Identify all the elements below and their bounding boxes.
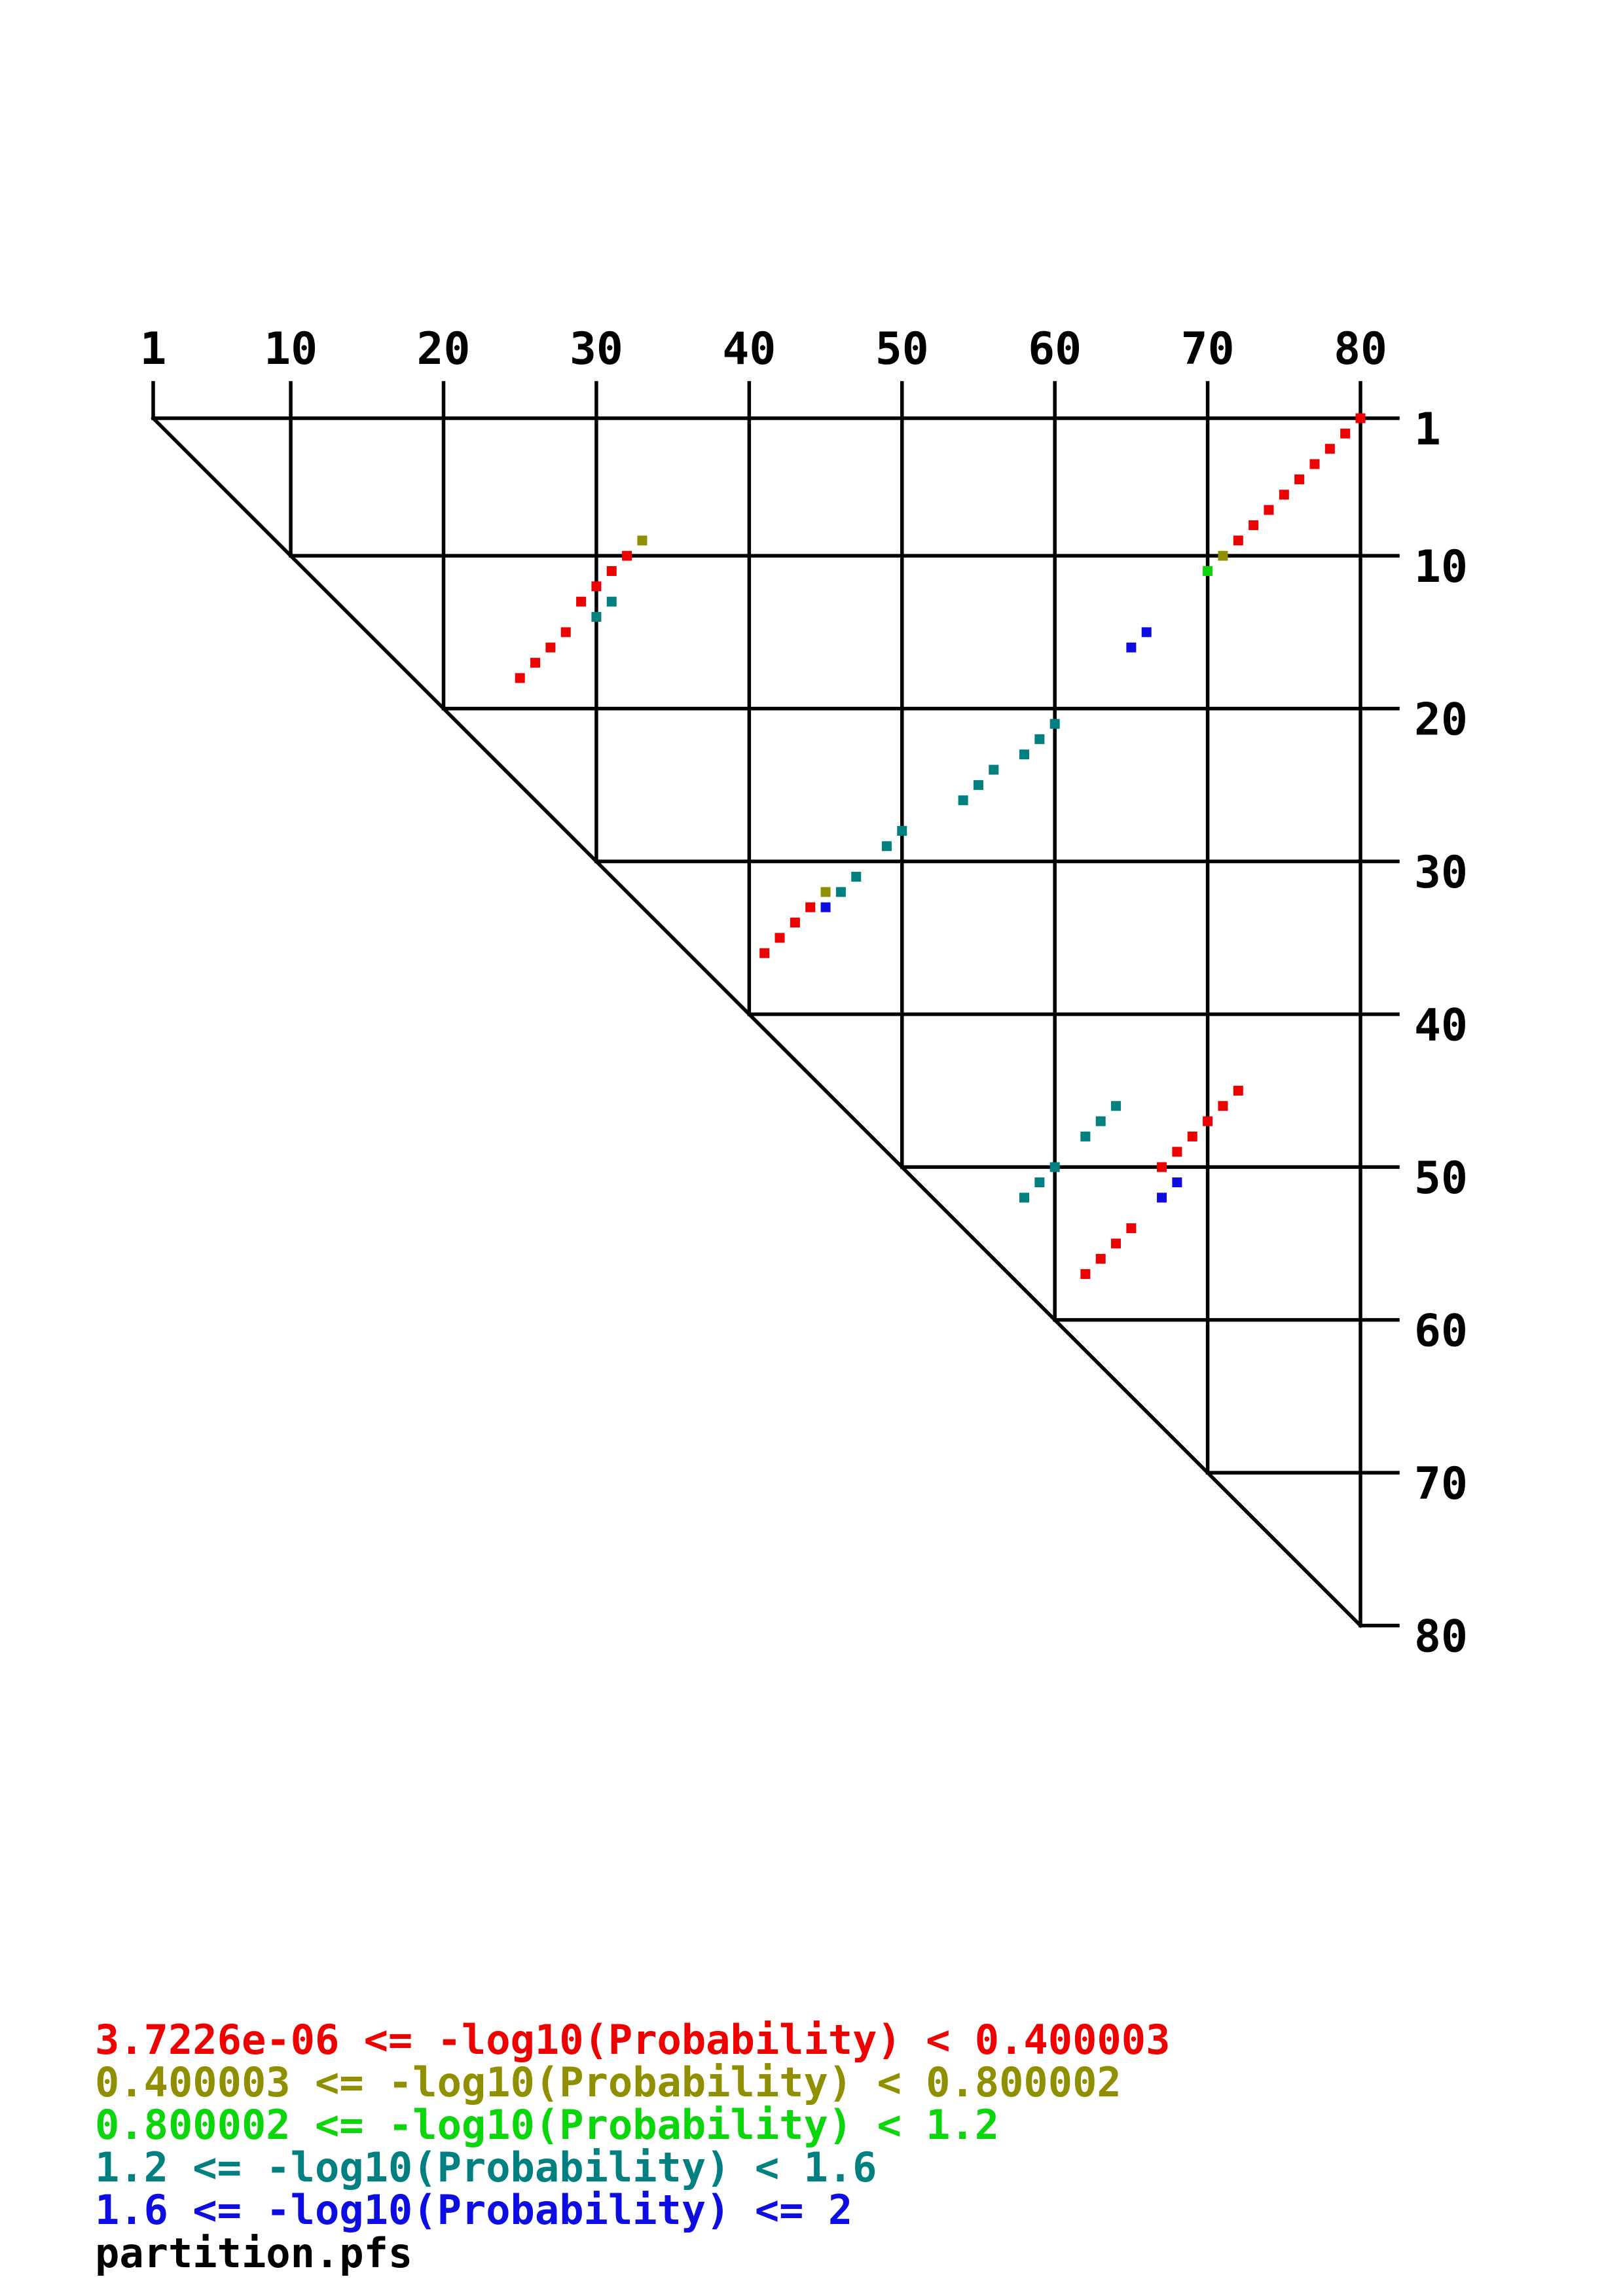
data-dot-series-1 [775,933,785,943]
x-tick-label: 40 [722,323,776,375]
legend-line-3: 0.800002 <= -log10(Probability) < 1.2 [95,2101,999,2149]
data-dot-series-4 [1034,1177,1045,1187]
y-tick-label: 1 [1414,404,1441,456]
x-tick-label: 20 [417,323,471,375]
data-dot-series-5 [1126,642,1137,653]
data-dot-series-4 [591,612,602,622]
data-dot-series-5 [1172,1177,1182,1187]
data-dot-series-4 [1019,749,1029,760]
x-tick-label: 50 [875,323,929,375]
data-dot-series-1 [560,627,571,637]
y-tick-label: 20 [1414,694,1468,746]
x-tick-label: 80 [1334,323,1387,375]
data-dot-series-5 [1157,1193,1167,1203]
data-dot-series-1 [790,918,800,928]
data-dot-series-4 [1019,1193,1029,1203]
x-tick-label: 70 [1181,323,1235,375]
data-dot-series-1 [1111,1238,1122,1249]
data-dot-series-4 [897,825,907,836]
data-dot-series-4 [989,764,999,775]
data-dot-series-1 [1233,1085,1243,1096]
data-dot-series-4 [606,596,617,607]
y-tick-label: 30 [1414,847,1468,899]
data-dot-series-1 [759,948,770,958]
data-dot-series-1 [1080,1269,1091,1280]
data-dot-series-1 [1218,1101,1228,1111]
data-dot-series-4 [1111,1101,1122,1111]
data-dot-series-4 [881,841,892,852]
data-dot-series-1 [1233,535,1243,546]
legend-line-5: 1.6 <= -log10(Probability) <= 2 [95,2186,852,2234]
y-tick-label: 80 [1414,1611,1468,1663]
data-dot-series-1 [1340,428,1351,439]
data-dot-series-2 [637,535,647,546]
y-tick-label: 50 [1414,1153,1468,1204]
data-dot-series-3 [1203,566,1213,576]
data-dot-series-4 [1034,734,1045,744]
x-tick-label: 60 [1028,323,1082,375]
y-tick-label: 10 [1414,541,1468,593]
data-dot-series-1 [622,550,632,561]
data-dot-series-4 [1049,1162,1060,1172]
data-dot-series-4 [958,795,968,806]
data-dot-series-1 [1126,1223,1137,1234]
legend-line-2: 0.400003 <= -log10(Probability) < 0.8000… [95,2058,1122,2106]
legend-line-1: 3.7226e-06 <= -log10(Probability) < 0.40… [95,2016,1170,2064]
plot-frame: 1 10 20 30 40 50 60 70 80 1 10 20 30 40 50 60 70 80 [140,323,1468,1663]
data-dot-series-5 [1141,627,1152,637]
diagonal-line [151,416,1363,1628]
data-dot-series-4 [1080,1131,1091,1141]
x-tick-label: 30 [570,323,623,375]
data-dot-series-1 [591,581,602,592]
data-dot-series-1 [545,642,556,653]
data-dot-series-1 [1309,459,1320,469]
data-dot-series-1 [1203,1116,1213,1126]
x-tick-label: 10 [264,323,318,375]
data-dot-series-4 [835,887,846,897]
data-dot-series-1 [530,658,541,668]
data-dot-series-4 [1049,719,1060,729]
data-dot-series-1 [1294,474,1305,484]
data-dot-series-1 [1264,505,1274,515]
data-dot-series-1 [515,673,525,683]
data-dot-series-1 [606,566,617,576]
data-dot-series-1 [1324,444,1335,454]
data-dot-series-2 [820,887,831,897]
data-dot-series-1 [1157,1162,1167,1172]
data-dot-series-1 [1187,1131,1197,1141]
data-dot-series-1 [805,902,816,912]
data-dot-series-4 [851,872,862,882]
legend: 3.7226e-06 <= -log10(Probability) < 0.40… [95,2016,1170,2277]
data-dot-series-4 [973,780,983,790]
y-tick-label: 60 [1414,1306,1468,1357]
data-dot-series-2 [1218,550,1228,561]
data-dot-series-4 [1095,1116,1106,1126]
legend-line-4: 1.2 <= -log10(Probability) < 1.6 [95,2144,877,2191]
data-dot-series-5 [820,902,831,912]
data-dot-series-1 [1095,1253,1106,1264]
filename-label: partition.pfs [95,2229,412,2277]
data-dot-series-1 [1355,413,1366,423]
data-dot-series-1 [1172,1147,1182,1157]
x-tick-label: 1 [140,323,167,375]
y-tick-label: 40 [1414,1000,1468,1052]
data-dot-series-1 [1249,520,1259,530]
data-dot-series-1 [1279,490,1289,500]
data-dot-series-1 [576,596,587,607]
y-tick-label: 70 [1414,1458,1468,1510]
